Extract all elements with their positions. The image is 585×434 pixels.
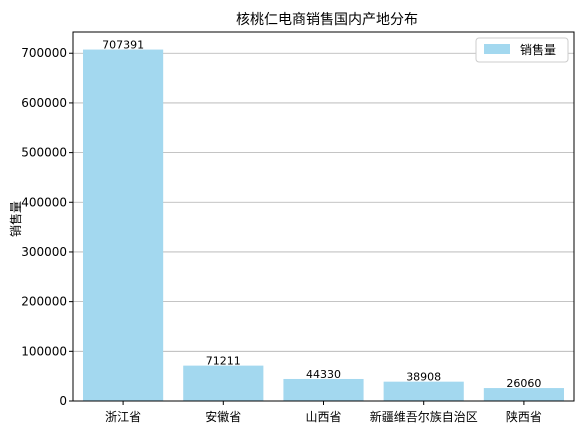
y-axis-ticks: 0 100000 200000 300000 400000 500000 600000 700… — [21, 46, 73, 408]
bar — [183, 365, 264, 401]
y-axis-label: 销售量 — [8, 201, 23, 237]
y-tick-label: 700000 — [21, 46, 67, 60]
legend-swatch — [484, 44, 510, 54]
x-tick-label: 新疆维吾尔族自治区 — [370, 409, 478, 424]
bar — [383, 381, 464, 401]
x-axis-ticks: 浙江省 安徽省 山西省 新疆维吾尔族自治区 陕西省 — [105, 401, 542, 424]
bar-value-label: 44330 — [306, 368, 341, 381]
x-tick-label: 陕西省 — [506, 409, 542, 424]
legend-label: 销售量 — [520, 42, 556, 57]
bar — [83, 49, 164, 401]
chart-title: 核桃仁电商销售国内产地分布 — [236, 12, 418, 28]
bar — [283, 378, 364, 401]
y-tick-label: 600000 — [21, 96, 67, 110]
y-tick-label: 200000 — [21, 295, 67, 309]
bar-value-label: 707391 — [102, 39, 144, 52]
bar-value-label: 26060 — [506, 377, 541, 390]
bar-value-label: 38908 — [406, 371, 441, 384]
bar — [483, 388, 564, 401]
data-labels: 707391 71211 44330 38908 26060 — [102, 39, 541, 390]
bars — [83, 49, 564, 401]
y-tick-label: 0 — [59, 394, 67, 408]
x-tick-label: 山西省 — [305, 410, 341, 424]
bar-value-label: 71211 — [206, 355, 241, 368]
y-tick-label: 100000 — [21, 344, 67, 358]
y-tick-label: 400000 — [21, 195, 67, 209]
y-tick-label: 300000 — [21, 245, 67, 259]
legend: 销售量 — [475, 37, 569, 63]
x-tick-label: 浙江省 — [105, 410, 141, 424]
x-tick-label: 安徽省 — [205, 409, 241, 424]
y-tick-label: 500000 — [21, 146, 67, 160]
